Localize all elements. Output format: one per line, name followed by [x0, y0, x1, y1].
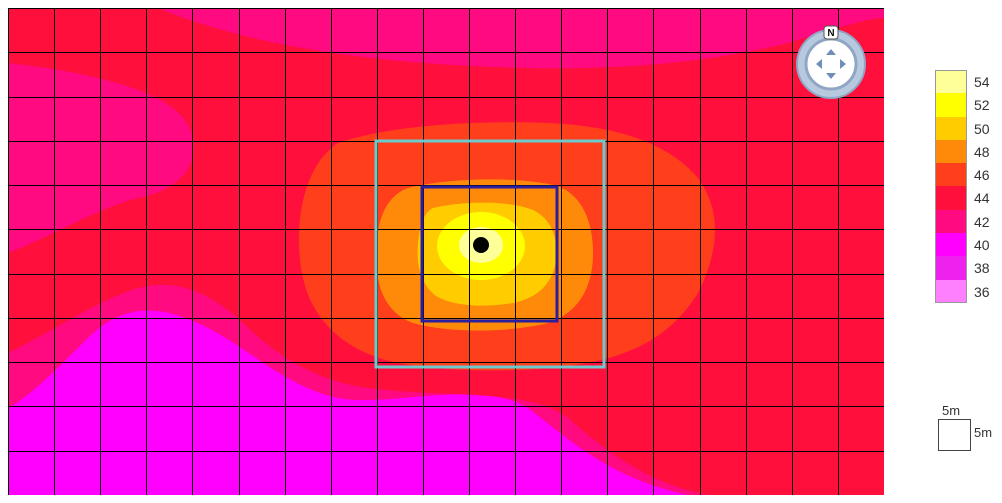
scale-height-label: 5m — [974, 425, 993, 440]
outer-measurement-square[interactable] — [374, 139, 606, 369]
legend-entry: 42 — [935, 209, 995, 234]
north-label: N — [827, 28, 834, 39]
legend-label: 50 — [974, 120, 990, 137]
legend-swatch — [935, 93, 967, 117]
legend-label: 46 — [974, 167, 990, 184]
scale-width-label: 5m — [942, 403, 961, 418]
legend-label: 54 — [974, 74, 990, 90]
pan-navigator-icon[interactable]: N — [792, 25, 870, 103]
legend-swatch — [935, 186, 967, 210]
legend-label: 42 — [974, 213, 990, 230]
inner-measurement-square[interactable] — [420, 185, 559, 323]
contour-map-svg — [8, 8, 884, 495]
legend-entry: 40 — [935, 233, 995, 257]
legend-swatch — [935, 256, 967, 280]
scale-indicator: 5m 5m — [935, 403, 1001, 455]
legend-swatch — [935, 163, 967, 187]
color-legend: 54 52 50 48 46 44 42 40 38 36 — [935, 70, 995, 303]
legend-entry: 36 — [935, 279, 995, 303]
legend-label: 40 — [974, 237, 990, 254]
legend-swatch — [935, 70, 967, 94]
source-point[interactable] — [473, 237, 489, 253]
legend-label: 48 — [974, 143, 990, 160]
legend-swatch — [935, 233, 967, 257]
scale-box — [938, 419, 971, 451]
legend-swatch — [935, 209, 967, 234]
grid-lines — [8, 8, 884, 495]
legend-label: 38 — [974, 260, 990, 277]
legend-entry: 52 — [935, 93, 995, 117]
legend-entry: 50 — [935, 116, 995, 140]
legend-entry: 48 — [935, 139, 995, 164]
compass-navigator[interactable]: N — [792, 25, 870, 103]
legend-swatch — [935, 116, 967, 140]
legend-label: 52 — [974, 97, 990, 114]
legend-swatch — [935, 279, 967, 303]
legend-entry: 38 — [935, 256, 995, 280]
legend-label: 44 — [974, 190, 990, 207]
legend-entry: 44 — [935, 186, 995, 210]
legend-label: 36 — [974, 283, 990, 300]
legend-entry: 46 — [935, 163, 995, 187]
legend-entry: 54 — [935, 70, 995, 94]
legend-swatch — [935, 139, 967, 164]
noise-contour-map[interactable] — [8, 8, 884, 495]
